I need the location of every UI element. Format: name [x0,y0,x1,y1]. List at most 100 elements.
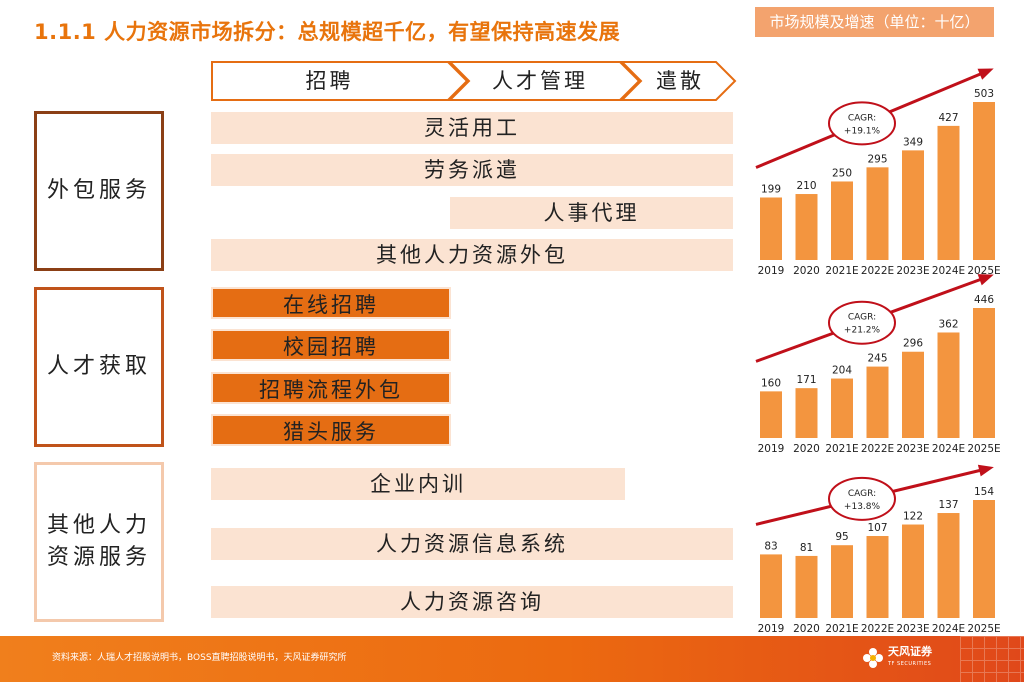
data-label: 83 [764,540,777,552]
x-tick-label: 2020 [793,443,820,455]
x-tick-label: 2023E [896,623,929,635]
bar [973,102,995,260]
data-label: 171 [796,374,816,386]
stage-arrows-graphic [211,61,737,101]
bar [937,125,960,260]
segment-hr-consulting: 人力资源咨询 [211,586,733,618]
chart-talent-acquisition-svg: 160 2019 171 2020 204 2021E 245 2022E 296 2023E 36… [755,274,1001,455]
cagr-value: +19.1% [844,126,881,136]
category-other-hr-line2: 资源服务 [46,545,151,570]
chart-outsourcing-svg: 199 2019 210 2020 250 2021E 295 2022E 349 2023E 42… [755,68,1001,277]
segment-online-recruitment: 在线招聘 [211,287,451,319]
logo-text: 天风证券 [888,645,932,658]
data-label: 446 [974,294,994,306]
bar [937,513,960,618]
bar [866,536,889,618]
segment-campus-recruitment: 校园招聘 [211,329,451,361]
bar [866,167,889,260]
data-label: 137 [938,499,958,511]
data-label: 122 [903,511,923,523]
data-label: 199 [761,183,781,195]
data-label: 81 [800,542,813,554]
segment-hr-information-system: 人力资源信息系统 [211,528,733,560]
x-tick-label: 2025E [967,443,1000,455]
cagr-label: CAGR: [848,113,876,123]
x-tick-label: 2022E [861,443,894,455]
data-label: 107 [867,522,887,534]
cagr-label: CAGR: [848,489,876,499]
footer-band: 资料来源：人瑞人才招股说明书，BOSS直聘招股说明书，天风证券研究所 天风证券 … [0,636,1024,682]
data-label: 349 [903,136,923,148]
x-tick-label: 2021E [825,265,858,277]
bar [902,351,924,438]
category-outsourcing: 外包服务 [34,111,164,271]
cagr-ellipse [828,300,896,345]
x-tick-label: 2021E [825,623,858,635]
category-talent-acquisition: 人才获取 [34,287,164,447]
bar [795,388,818,438]
stage-arrow-3 [619,61,737,101]
segment-hr-agency: 人事代理 [450,197,733,229]
x-tick-label: 2021E [825,443,858,455]
x-tick-label: 2019 [758,623,785,635]
x-tick-label: 2020 [793,623,820,635]
cagr-label: CAGR: [848,313,876,323]
source-note: 资料来源：人瑞人才招股说明书，BOSS直聘招股说明书，天风证券研究所 [52,653,347,663]
bar [795,194,818,260]
trend-arrowhead [977,68,994,80]
company-logo: 天风证券 TF SECURITIES [862,646,932,670]
segment-labor-dispatch: 劳务派遣 [211,154,733,186]
trend-arrowhead [977,274,994,286]
chart-talent-acquisition: 160 2019 171 2020 204 2021E 245 2022E 296 2023E 36… [750,274,1010,458]
x-tick-label: 2024E [932,623,965,635]
data-label: 154 [974,486,994,498]
x-tick-label: 2023E [896,265,929,277]
stage-recruit: 招聘 [305,69,354,93]
x-tick-label: 2025E [967,265,1000,277]
category-other-hr-line1: 其他人力 [46,513,151,538]
x-tick-label: 2025E [967,623,1000,635]
bar [973,500,995,618]
cagr-value: +21.2% [844,326,881,336]
data-label: 362 [938,318,958,330]
bar [795,555,818,618]
data-label: 95 [835,531,848,543]
segment-corporate-training: 企业内训 [211,468,625,500]
chart-other-hr-svg: 83 2019 81 2020 95 2021E 107 2022E 122 2023E 137 20… [755,464,1001,635]
bar [831,378,853,438]
x-tick-label: 2019 [758,443,785,455]
data-label: 160 [761,377,781,389]
data-label: 296 [903,338,923,350]
bar [760,391,782,438]
data-label: 503 [974,88,994,100]
segment-headhunting: 猎头服务 [211,414,451,446]
bar [937,332,960,438]
x-tick-label: 2022E [861,265,894,277]
bar [973,308,995,438]
data-label: 250 [832,167,852,179]
bar [831,545,853,618]
stage-arrow-bar [211,61,741,101]
bar [760,554,782,618]
cagr-ellipse [828,476,896,521]
x-tick-label: 2023E [896,443,929,455]
bar [866,366,889,438]
data-label: 245 [867,353,887,365]
x-tick-label: 2019 [758,265,785,277]
data-label: 204 [832,365,852,377]
bar [902,150,924,260]
stage-arrow-1 [211,61,469,101]
stage-dismissal: 遣散 [656,69,704,93]
data-label: 210 [796,180,816,192]
logo-flower-icon [863,648,883,668]
segment-other-outsourcing: 其他人力资源外包 [211,239,733,271]
x-tick-label: 2020 [793,265,820,277]
footer-grid-decoration [960,636,1024,682]
segment-rpo: 招聘流程外包 [211,372,451,404]
data-label: 427 [938,112,958,124]
cagr-value: +13.8% [844,502,881,512]
x-tick-label: 2024E [932,265,965,277]
bar [831,181,853,260]
bar [760,197,782,260]
chart-other-hr: 83 2019 81 2020 95 2021E 107 2022E 122 2023E 137 20… [750,458,1010,638]
